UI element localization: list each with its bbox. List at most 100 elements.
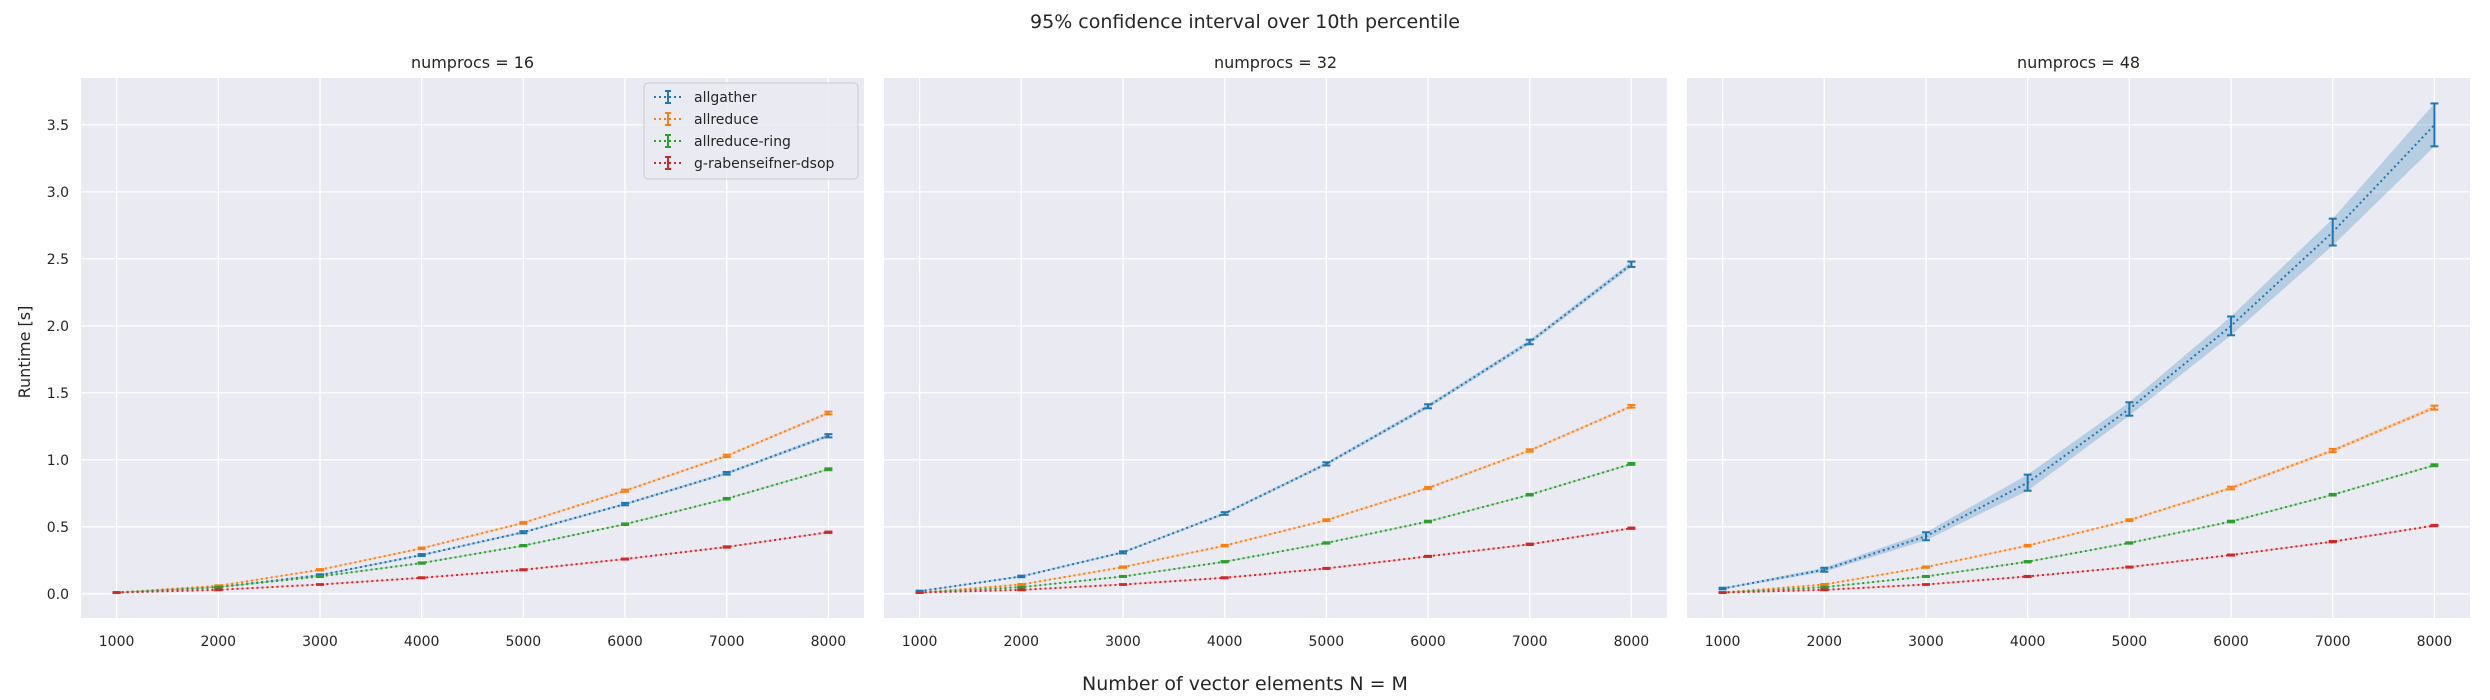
error-bar: [2227, 519, 2236, 524]
error-bar: [1220, 511, 1229, 516]
error-bar: [1424, 554, 1433, 558]
error-bar: [2125, 518, 2134, 523]
x-tick-label: 5000: [1309, 634, 1345, 650]
series-line: [919, 405, 1632, 594]
error-bar: [1424, 403, 1433, 410]
x-tick-label: 5000: [506, 634, 542, 650]
x-tick-label: 3000: [302, 634, 338, 650]
y-tick-label: 1.5: [47, 386, 69, 402]
y-tick-label: 3.5: [47, 118, 69, 134]
x-tick-label: 2000: [1003, 634, 1039, 650]
x-tick-label: 8000: [1614, 634, 1650, 650]
error-bar: [722, 545, 731, 549]
y-tick-label: 0.0: [47, 587, 69, 603]
panel-title: numprocs = 16: [411, 53, 534, 72]
error-bar: [1820, 566, 1829, 573]
error-bar: [1627, 461, 1636, 466]
error-bar: [722, 496, 731, 501]
error-bar: [1921, 574, 1930, 578]
error-bar: [1017, 574, 1026, 579]
x-tick-label: 3000: [1105, 634, 1141, 650]
error-bar: [2328, 492, 2337, 497]
series-line: [1722, 524, 2435, 594]
legend-item-allreduce: allreduce: [654, 112, 759, 128]
x-tick-label: 7000: [2315, 634, 2351, 650]
error-bar: [2227, 553, 2236, 557]
series-g-rabenseifner-dsop: [112, 530, 833, 594]
legend-label: allreduce: [694, 112, 759, 128]
legend-label: allgather: [694, 90, 757, 106]
error-bar: [2430, 463, 2439, 468]
legend-item-allgather: allgather: [654, 90, 757, 106]
error-bar: [1921, 531, 1930, 542]
error-bar: [214, 585, 223, 589]
error-bar: [1322, 566, 1331, 570]
error-bar: [112, 591, 121, 594]
error-bar: [1017, 582, 1026, 587]
error-bar: [2430, 404, 2439, 411]
error-bar: [2227, 485, 2236, 491]
panel-1: numprocs = 16 1000 2000 3000 4000 5000 6000 700…: [47, 53, 864, 650]
error-bar: [621, 501, 630, 507]
panel-3: numprocs = 48 1000 2000 3000 4000 5000 6000 700…: [1687, 53, 2470, 650]
series-allgather: [915, 260, 1636, 593]
error-bar: [2023, 560, 2032, 564]
error-bar: [621, 488, 630, 493]
legend-item-g-rabenseifner-dsop: g-rabenseifner-dsop: [654, 156, 835, 172]
series-line: [116, 412, 829, 594]
error-bar: [1118, 565, 1127, 569]
error-bar: [1525, 542, 1534, 546]
y-tick-label: 2.0: [47, 319, 69, 335]
legend-label: g-rabenseifner-dsop: [694, 156, 835, 172]
error-bar: [824, 433, 833, 439]
error-bar: [519, 568, 528, 572]
error-bar: [2430, 102, 2439, 148]
y-tick-label: 2.5: [47, 252, 69, 268]
error-bar: [2328, 217, 2337, 247]
error-bar: [1820, 585, 1829, 589]
error-bar: [417, 576, 426, 580]
error-bar: [1424, 485, 1433, 491]
x-tick-label: 4000: [2010, 634, 2046, 650]
error-bar: [1118, 583, 1127, 586]
series-line: [116, 468, 829, 594]
error-bar: [1525, 338, 1534, 346]
error-bar: [824, 530, 833, 534]
error-bar: [915, 591, 924, 594]
error-bar: [1322, 461, 1331, 467]
y-tick-label: 1.0: [47, 453, 69, 469]
x-tick-label: 4000: [1207, 634, 1243, 650]
series-line: [116, 434, 829, 594]
y-axis-label: Runtime [s]: [15, 306, 34, 399]
panel-background: [884, 78, 1667, 618]
error-bar: [519, 520, 528, 525]
y-tick-label: 0.5: [47, 520, 69, 536]
series-allgather: [1718, 102, 2439, 591]
series-line: [116, 531, 829, 594]
series-line: [1722, 464, 2435, 594]
error-bar: [1017, 588, 1026, 592]
error-bar: [2125, 565, 2134, 569]
series-line: [919, 527, 1632, 594]
series-line: [919, 462, 1632, 594]
x-tick-label: 6000: [1410, 634, 1446, 650]
y-tick-label: 3.0: [47, 185, 69, 201]
error-bar: [1921, 565, 1930, 569]
error-bar: [417, 546, 426, 551]
error-bar: [1525, 448, 1534, 453]
error-bar: [824, 410, 833, 416]
error-bar: [1718, 591, 1727, 594]
error-bar: [214, 588, 223, 592]
panel-title: numprocs = 48: [2017, 53, 2140, 72]
series-g-rabenseifner-dsop: [915, 526, 1636, 594]
x-tick-label: 7000: [1512, 634, 1548, 650]
error-bar: [1627, 403, 1636, 409]
legend: allgather allreduce allreduce-ring g-rabens…: [643, 82, 859, 180]
error-bar: [722, 470, 731, 476]
error-bar: [2328, 539, 2337, 544]
error-bar: [2023, 574, 2032, 578]
x-tick-label: 7000: [709, 634, 745, 650]
error-bar: [2328, 447, 2337, 454]
error-bar: [2430, 523, 2439, 528]
error-bar: [2227, 315, 2236, 337]
